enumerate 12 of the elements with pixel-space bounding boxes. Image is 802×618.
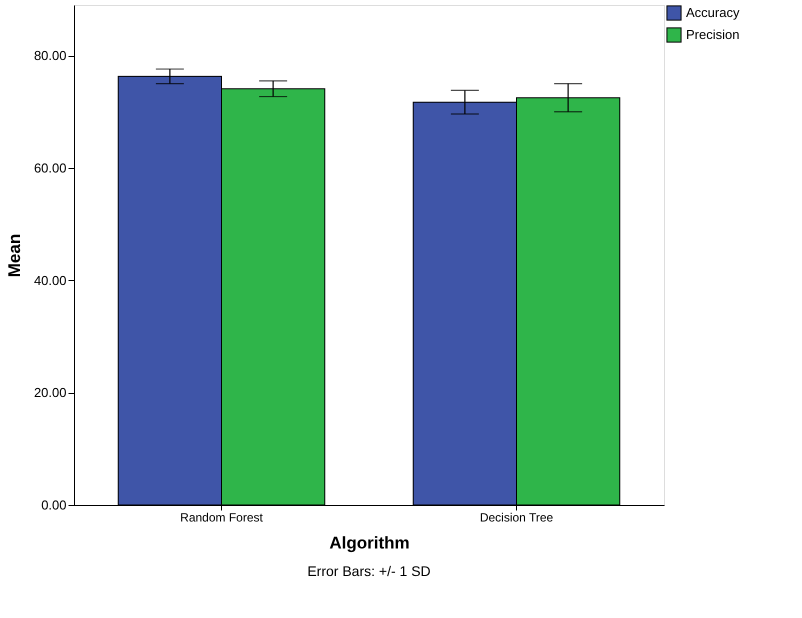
y-axis-title: Mean xyxy=(4,234,24,278)
y-tick-label: 60.00 xyxy=(34,160,66,176)
legend-label: Accuracy xyxy=(686,5,740,20)
x-tick-label: Random Forest xyxy=(180,510,264,524)
y-tick-label: 0.00 xyxy=(41,498,66,512)
x-axis-title: Algorithm xyxy=(329,534,410,552)
x-tick-label: Decision Tree xyxy=(480,510,554,524)
y-tick-label: 80.00 xyxy=(34,48,66,64)
y-tick-label: 40.00 xyxy=(34,272,66,288)
y-tick-label: 20.00 xyxy=(34,385,66,400)
legend-label: Precision xyxy=(686,27,740,42)
text: Error Bars: +/- 1 SD xyxy=(307,563,431,579)
